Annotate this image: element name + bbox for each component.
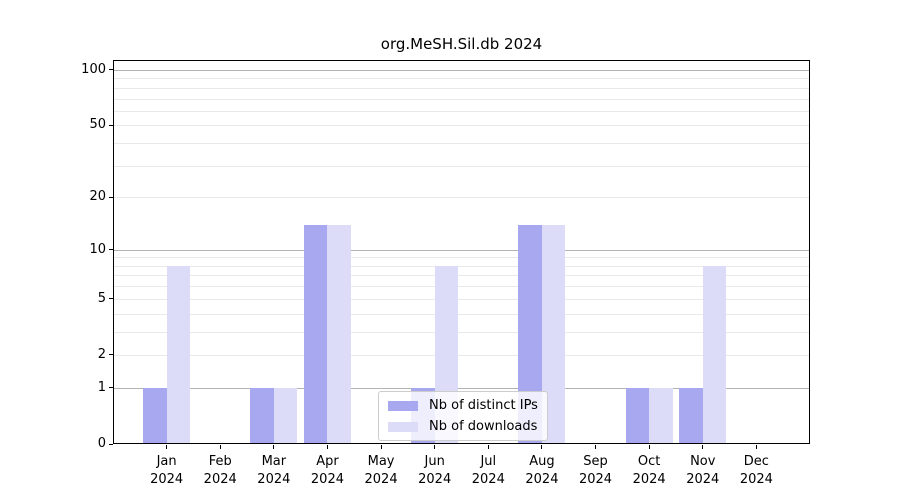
x-tick-mark: [380, 445, 382, 449]
chart-title: org.MeSH.Sil.db 2024: [380, 35, 543, 53]
minor-gridline: [113, 125, 810, 127]
y-tick-mark: [109, 69, 113, 71]
y-tick-mark: [109, 387, 113, 389]
x-tick-mark: [166, 445, 168, 449]
bar-distinct-ips: [518, 224, 542, 444]
bar-downloads: [702, 265, 727, 444]
x-tick-label: Jun 2024: [418, 454, 452, 487]
bar-distinct-ips: [143, 387, 167, 444]
x-tick-mark: [487, 445, 489, 449]
x-tick-mark: [434, 445, 436, 449]
minor-gridline: [113, 265, 810, 267]
x-tick-mark: [648, 445, 650, 449]
minor-gridline: [113, 257, 810, 259]
major-gridline: [113, 69, 810, 71]
y-tick-label: 2: [97, 346, 106, 362]
y-tick-mark: [109, 249, 113, 251]
x-tick-label: Aug 2024: [525, 454, 559, 487]
major-gridline: [113, 387, 810, 389]
x-tick-mark: [219, 445, 221, 449]
x-tick-label: Jul 2024: [471, 454, 505, 487]
legend-label-downloads: Nb of downloads: [429, 419, 538, 434]
legend-swatch-distinct-ips: [388, 400, 418, 411]
bar-downloads: [541, 224, 566, 444]
x-tick-label: Feb 2024: [203, 454, 237, 487]
bar-downloads: [166, 265, 191, 444]
y-tick-label: 0: [97, 436, 106, 451]
x-tick-mark: [755, 445, 757, 449]
legend-item: Nb of distinct IPs: [388, 397, 538, 414]
plot-area: [113, 60, 810, 444]
y-tick-label: 20: [89, 189, 106, 205]
bar-downloads: [327, 224, 351, 444]
major-gridline: [113, 249, 810, 251]
bar-distinct-ips: [250, 387, 274, 444]
minor-gridline: [113, 143, 810, 145]
y-tick-mark: [109, 298, 113, 300]
y-tick-label: 10: [89, 241, 106, 257]
y-tick-mark: [109, 124, 113, 126]
y-tick-label: 1: [97, 379, 106, 395]
x-tick-label: Apr 2024: [310, 454, 344, 487]
x-tick-label: Jan 2024: [150, 454, 184, 487]
minor-gridline: [113, 197, 810, 199]
bar-distinct-ips: [679, 387, 703, 444]
minor-gridline: [113, 165, 810, 167]
y-tick-label: 5: [97, 290, 106, 306]
x-tick-label: Sep 2024: [578, 454, 613, 487]
minor-gridline: [113, 98, 810, 100]
legend-label-distinct-ips: Nb of distinct IPs: [429, 398, 538, 413]
y-tick-mark: [109, 354, 113, 356]
minor-gridline: [113, 275, 810, 277]
y-tick-label: 50: [89, 117, 106, 133]
x-tick-mark: [273, 445, 275, 449]
x-tick-label: May 2024: [364, 454, 398, 487]
x-tick-label: Dec 2024: [739, 454, 773, 487]
x-tick-mark: [541, 445, 543, 449]
x-tick-mark: [702, 445, 704, 449]
minor-gridline: [113, 298, 810, 300]
x-tick-mark: [595, 445, 597, 449]
y-tick-mark: [109, 443, 113, 445]
x-tick-label: Nov 2024: [686, 454, 720, 487]
y-tick-label: 100: [81, 61, 106, 77]
legend-item: Nb of downloads: [388, 418, 538, 435]
x-tick-mark: [326, 445, 328, 449]
bar-distinct-ips: [625, 387, 650, 444]
minor-gridline: [113, 87, 810, 89]
legend: Nb of distinct IPs Nb of downloads: [378, 391, 548, 441]
minor-gridline: [113, 354, 810, 356]
x-tick-label: Oct 2024: [632, 454, 666, 487]
minor-gridline: [113, 286, 810, 288]
minor-gridline: [113, 331, 810, 333]
bar-downloads: [273, 387, 298, 444]
minor-gridline: [113, 110, 810, 112]
minor-gridline: [113, 313, 810, 315]
legend-swatch-downloads: [388, 421, 418, 432]
bar-downloads: [649, 387, 673, 444]
minor-gridline: [113, 78, 810, 80]
y-tick-mark: [109, 196, 113, 198]
x-tick-label: Mar 2024: [257, 454, 291, 487]
bar-distinct-ips: [303, 224, 328, 444]
